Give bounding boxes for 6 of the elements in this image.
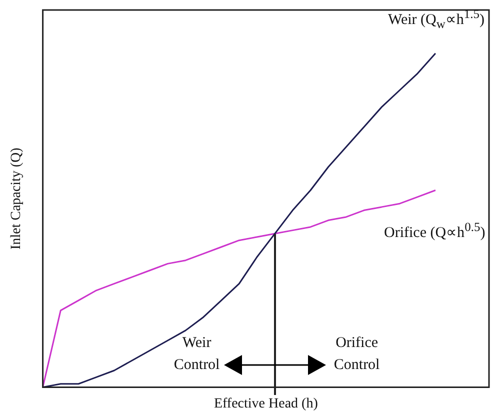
series-label: Orifice (Q∝h$^{0.5}$) [384,219,486,242]
text: Weir (Q$_{w}$∝h$^{1.5}$) [388,6,485,34]
annotation: Weir Control [172,334,221,376]
annotation: Orifice Control [332,334,381,376]
y-axis-title: Inlet Capacity (Q) [9,147,24,250]
x-axis-title: Effective Head (h) [214,396,318,412]
